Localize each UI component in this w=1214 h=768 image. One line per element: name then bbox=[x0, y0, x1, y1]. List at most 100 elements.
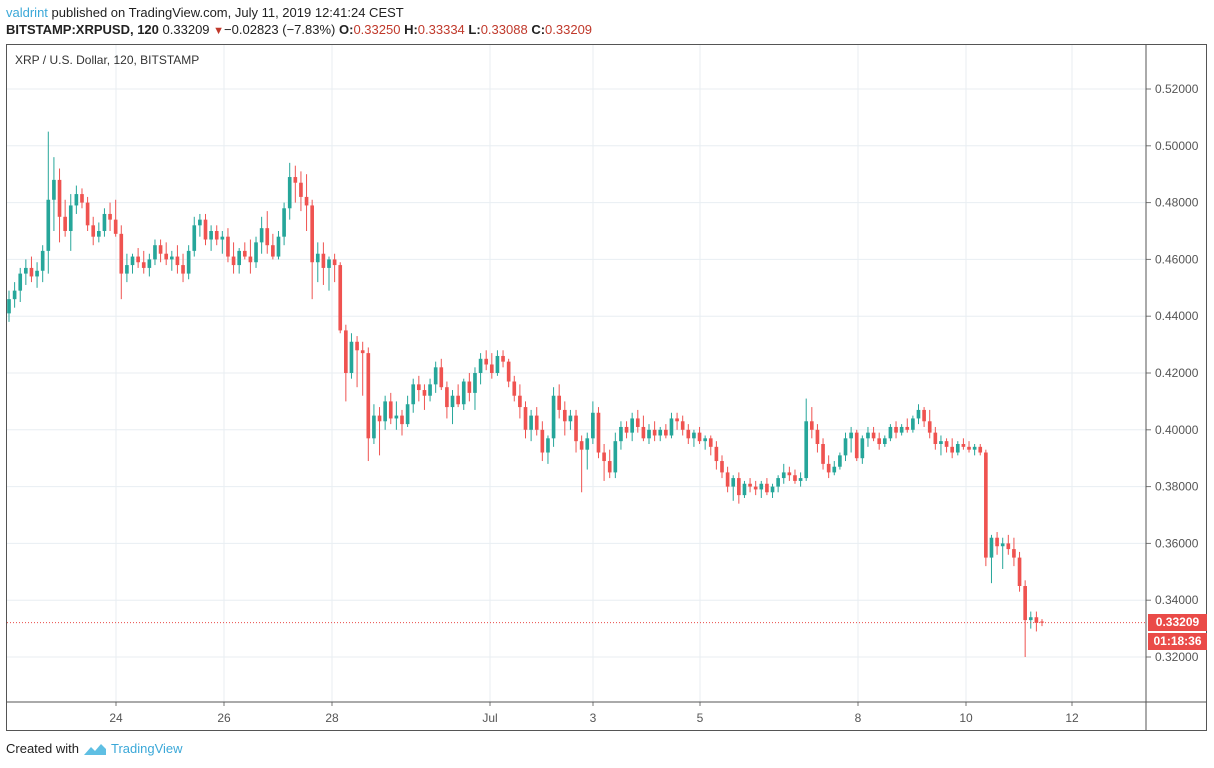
candle bbox=[282, 208, 286, 237]
candle bbox=[871, 432, 876, 439]
candle bbox=[214, 231, 219, 240]
x-tick-label: 12 bbox=[1065, 711, 1079, 725]
publisher-link[interactable]: valdrint bbox=[6, 5, 48, 20]
candle bbox=[518, 395, 522, 408]
footer: Created with TradingView bbox=[6, 741, 183, 756]
candle bbox=[18, 273, 23, 291]
candle bbox=[287, 177, 292, 209]
candle bbox=[383, 401, 387, 422]
price-change: −0.02823 (−7.83%) bbox=[224, 22, 336, 37]
candle bbox=[102, 213, 107, 231]
y-tick-label: 0.48000 bbox=[1155, 196, 1199, 210]
candle bbox=[675, 418, 679, 422]
published-text: published on TradingView.com, July 11, 2… bbox=[47, 5, 404, 20]
candle bbox=[652, 429, 657, 436]
candle bbox=[899, 426, 904, 433]
candle bbox=[52, 179, 56, 200]
candle bbox=[478, 358, 483, 373]
candle bbox=[1028, 617, 1033, 621]
candle bbox=[242, 250, 247, 257]
candle bbox=[7, 299, 11, 314]
y-tick-label: 0.50000 bbox=[1155, 139, 1199, 153]
candle bbox=[737, 478, 741, 496]
candle bbox=[299, 182, 303, 197]
candle bbox=[158, 245, 163, 254]
candle bbox=[321, 253, 326, 268]
candle bbox=[136, 256, 140, 263]
candle bbox=[35, 270, 39, 277]
x-tick-label: 26 bbox=[217, 711, 231, 725]
candle bbox=[130, 256, 135, 266]
open-value: 0.33250 bbox=[353, 22, 401, 37]
candle bbox=[866, 432, 870, 439]
candle bbox=[85, 202, 90, 226]
candle bbox=[624, 426, 629, 433]
candle bbox=[338, 265, 343, 331]
candle bbox=[63, 216, 67, 231]
candle bbox=[360, 350, 365, 354]
candle bbox=[489, 364, 494, 373]
candle bbox=[400, 415, 404, 425]
y-tick-label: 0.38000 bbox=[1155, 480, 1199, 494]
candle bbox=[276, 236, 281, 257]
candle bbox=[529, 415, 533, 430]
candle bbox=[125, 265, 129, 274]
candle bbox=[349, 341, 354, 373]
low-value: 0.33088 bbox=[480, 22, 528, 37]
candle bbox=[164, 253, 169, 260]
candle bbox=[254, 242, 258, 263]
candle bbox=[579, 441, 584, 450]
candle bbox=[798, 478, 803, 481]
candle bbox=[153, 245, 157, 260]
candle bbox=[512, 381, 517, 396]
candle bbox=[226, 236, 230, 257]
candle bbox=[428, 384, 432, 396]
x-tick-label: 10 bbox=[959, 711, 973, 725]
candle bbox=[731, 478, 736, 487]
candle bbox=[259, 228, 264, 243]
y-tick-label: 0.44000 bbox=[1155, 309, 1199, 323]
tradingview-link[interactable]: TradingView bbox=[110, 741, 183, 756]
candle bbox=[815, 429, 820, 444]
candle bbox=[388, 401, 393, 419]
candle bbox=[927, 421, 932, 433]
candle bbox=[568, 415, 573, 422]
candle bbox=[849, 432, 853, 439]
candle bbox=[989, 537, 994, 558]
candle bbox=[271, 245, 275, 257]
candle bbox=[315, 253, 320, 263]
candle bbox=[877, 438, 882, 444]
candle bbox=[57, 179, 62, 217]
candle bbox=[473, 373, 477, 393]
candle bbox=[680, 421, 685, 430]
candle bbox=[916, 409, 921, 419]
chart-title: XRP / U.S. Dollar, 120, BITSTAMP bbox=[15, 53, 200, 67]
candle bbox=[108, 213, 112, 220]
candle bbox=[562, 409, 567, 422]
candle bbox=[506, 361, 511, 382]
y-tick-label: 0.32000 bbox=[1155, 650, 1199, 664]
candle bbox=[641, 426, 646, 439]
candle bbox=[753, 486, 758, 490]
last-price: 0.33209 bbox=[162, 22, 210, 37]
candle bbox=[1006, 543, 1011, 550]
candle bbox=[664, 429, 668, 436]
high-label: H: bbox=[404, 22, 418, 37]
candle bbox=[304, 196, 309, 206]
candle bbox=[80, 194, 84, 203]
low-label: L: bbox=[468, 22, 481, 37]
candle bbox=[68, 205, 73, 231]
candle bbox=[495, 355, 500, 373]
candle bbox=[809, 421, 814, 430]
candle bbox=[882, 438, 887, 444]
candle bbox=[372, 415, 376, 439]
candle bbox=[619, 426, 623, 442]
down-triangle-icon: ▼ bbox=[213, 25, 225, 37]
candle bbox=[551, 395, 556, 439]
candle bbox=[725, 472, 730, 487]
candle bbox=[422, 390, 427, 396]
candle bbox=[46, 199, 51, 251]
candle bbox=[591, 412, 595, 439]
candle bbox=[175, 256, 180, 266]
